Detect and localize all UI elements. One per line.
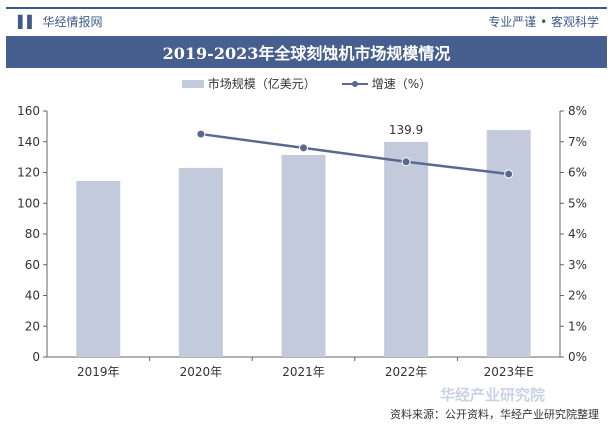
bar — [384, 141, 429, 357]
bar — [178, 167, 223, 357]
top-rule — [6, 7, 607, 9]
right-tick-label: 7% — [568, 135, 587, 149]
growth-point — [196, 129, 206, 139]
left-tick-label: 20 — [25, 319, 40, 333]
watermark-logo: 华经产业研究院 — [440, 386, 546, 404]
legend-line-label: 增速（%） — [371, 77, 432, 91]
growth-line — [200, 132, 509, 176]
brand: ▌▌ 华经情报网 — [18, 14, 102, 30]
left-tick-label: 80 — [25, 227, 40, 241]
left-tick-label: 40 — [25, 289, 40, 303]
x-tick-label: 2021年 — [282, 365, 325, 379]
left-tick-label: 0 — [32, 350, 40, 364]
right-tick-label: 6% — [568, 166, 587, 180]
data-label: 139.9 — [389, 123, 423, 137]
bar — [486, 130, 531, 357]
x-tick-label: 2022年 — [385, 365, 428, 379]
brand-name: 华经情报网 — [42, 15, 103, 29]
bar — [281, 154, 326, 357]
slogan: 专业严谨 • 客观科学 — [488, 15, 599, 29]
right-tick-label: 1% — [568, 319, 587, 333]
growth-point — [299, 143, 308, 153]
right-tick-label: 2% — [568, 289, 587, 303]
growth-point — [401, 157, 411, 167]
right-tick-label: 0% — [568, 350, 587, 364]
left-tick-label: 100 — [17, 196, 40, 210]
x-tick-label: 2020年 — [180, 365, 223, 379]
left-tick-label: 60 — [25, 258, 40, 272]
growth-point — [504, 169, 514, 179]
legend-bar: 市场规模（亿美元） — [181, 76, 316, 92]
right-tick-label: 8% — [568, 104, 587, 118]
legend-bar-label: 市场规模（亿美元） — [207, 77, 316, 91]
legend-line: 增速（%） — [341, 76, 432, 92]
right-tick-label: 4% — [568, 227, 587, 241]
left-tick-label: 120 — [17, 166, 40, 180]
left-tick-label: 160 — [17, 104, 40, 118]
source-note: 资料来源：公开资料，华经产业研究院整理 — [390, 408, 599, 421]
x-tick-label: 2019年 — [77, 365, 120, 379]
left-tick-label: 140 — [17, 135, 40, 149]
right-tick-label: 5% — [568, 196, 587, 210]
logo-icon: ▌▌ — [18, 15, 37, 29]
x-tick-label: 2023年E — [484, 365, 534, 379]
legend: 市场规模（亿美元） 增速（%） — [0, 76, 613, 92]
chart-title: 2019-2023年全球刻蚀机市场规模情况 — [6, 36, 607, 68]
bar — [76, 180, 121, 357]
right-tick-label: 3% — [568, 258, 587, 272]
